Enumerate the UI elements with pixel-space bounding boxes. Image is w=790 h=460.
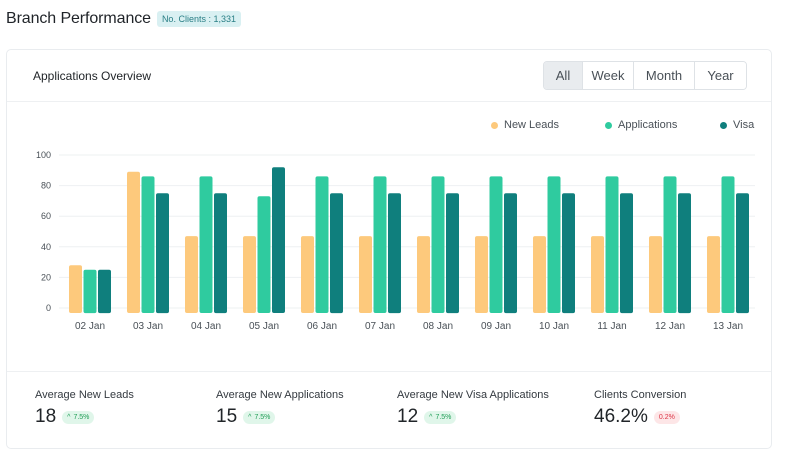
applications-overview-card: Applications Overview All Week Month Yea… [6, 49, 772, 449]
bar-chart: New Leads Applications Visa 0 20 40 60 80 100… [7, 103, 771, 371]
y-tick-label: 0 [46, 303, 51, 313]
range-all-button[interactable]: All [544, 62, 583, 89]
legend-dot-icon [491, 121, 498, 129]
stat-change-badge: ^ 7.5% [62, 410, 95, 424]
bar-visa[interactable] [330, 193, 343, 314]
range-year-button[interactable]: Year [695, 62, 746, 89]
stat-value: 46.2% [594, 406, 648, 427]
y-tick-label: 60 [41, 211, 51, 221]
range-month-button[interactable]: Month [634, 62, 695, 89]
y-tick-label: 100 [36, 150, 51, 160]
x-tick-label: 04 Jan [191, 321, 221, 332]
bar-visa[interactable] [214, 193, 227, 314]
stat-change-badge: ^ 7.5% [424, 410, 457, 424]
chart-plot: 0 20 40 60 80 100 02 Jan 03 Jan 04 Jan 05 Jan 06 J… [36, 150, 755, 332]
stat-value: 18 [35, 406, 57, 427]
legend-visa[interactable]: Visa [720, 119, 754, 131]
stat-new-leads: Average New Leads 18 ^ 7.5% [35, 389, 134, 428]
clients-count-badge: No. Clients : 1,331 [156, 11, 241, 27]
bar-visa[interactable] [446, 193, 459, 314]
bar-applications[interactable] [489, 176, 503, 313]
bar-new-leads[interactable] [533, 236, 546, 313]
bar-new-leads[interactable] [127, 171, 140, 313]
x-tick-label: 07 Jan [365, 321, 395, 332]
y-tick-label: 80 [41, 181, 51, 191]
legend-dot-icon [720, 121, 727, 129]
bar-visa[interactable] [98, 269, 111, 314]
x-tick-label: 08 Jan [423, 321, 453, 332]
stat-change-badge: ^ 7.5% [243, 410, 276, 424]
range-week-button[interactable]: Week [583, 62, 634, 89]
bar-visa[interactable] [620, 193, 633, 314]
bar-visa[interactable] [562, 193, 575, 314]
bar-new-leads[interactable] [69, 265, 82, 313]
bar-applications[interactable] [721, 176, 735, 313]
bar-applications[interactable] [547, 176, 561, 313]
x-tick-label: 03 Jan [133, 321, 163, 332]
stat-value: 12 [397, 406, 419, 427]
bar-visa[interactable] [678, 193, 691, 314]
legend-label: New Leads [504, 119, 560, 131]
x-tick-label: 02 Jan [75, 321, 105, 332]
bar-new-leads[interactable] [301, 236, 314, 313]
stat-new-applications: Average New Applications 15 ^ 7.5% [216, 389, 344, 428]
stats-row: Average New Leads 18 ^ 7.5% Average New A… [7, 371, 771, 449]
bar-applications[interactable] [141, 176, 155, 313]
stat-label: Clients Conversion [594, 389, 687, 401]
x-tick-label: 10 Jan [539, 321, 569, 332]
x-tick-label: 13 Jan [713, 321, 743, 332]
stat-new-visa-applications: Average New Visa Applications 12 ^ 7.5% [397, 389, 549, 428]
bar-new-leads[interactable] [707, 236, 720, 313]
x-tick-label: 05 Jan [249, 321, 279, 332]
bar-applications[interactable] [431, 176, 445, 313]
bar-applications[interactable] [315, 176, 329, 313]
time-range-toggle: All Week Month Year [543, 61, 747, 90]
bar-new-leads[interactable] [243, 236, 256, 313]
bar-applications[interactable] [373, 176, 387, 313]
y-tick-label: 40 [41, 242, 51, 252]
legend-label: Applications [618, 119, 678, 131]
card-title: Applications Overview [33, 69, 152, 83]
bar-visa[interactable] [504, 193, 517, 314]
stat-value: 15 [216, 406, 238, 427]
stat-clients-conversion: Clients Conversion 46.2% 0.2% [594, 389, 686, 428]
x-tick-label: 11 Jan [597, 321, 626, 332]
legend-applications[interactable]: Applications [605, 119, 677, 131]
page-title: Branch Performance [6, 10, 151, 27]
x-tick-label: 06 Jan [307, 321, 337, 332]
card-header: Applications Overview All Week Month Yea… [7, 50, 771, 102]
bar-new-leads[interactable] [417, 236, 430, 313]
x-tick-label: 12 Jan [655, 321, 685, 332]
y-tick-label: 20 [41, 272, 51, 282]
bar-new-leads[interactable] [475, 236, 488, 313]
bar-applications[interactable] [257, 196, 271, 313]
bar-new-leads[interactable] [185, 236, 198, 313]
stat-label: Average New Applications [216, 389, 344, 401]
bar-applications[interactable] [663, 176, 677, 313]
legend-new-leads[interactable]: New Leads [491, 119, 559, 131]
arrow-up-icon: ^ [429, 413, 433, 421]
arrow-up-icon: ^ [248, 413, 252, 421]
bar-new-leads[interactable] [359, 236, 372, 313]
page-header: Branch Performance No. Clients : 1,331 [6, 10, 241, 28]
bar-visa[interactable] [272, 167, 285, 313]
legend-label: Visa [733, 119, 755, 131]
bar-applications[interactable] [199, 176, 213, 313]
bar-new-leads[interactable] [591, 236, 604, 313]
bar-applications[interactable] [605, 176, 619, 313]
stat-label: Average New Visa Applications [397, 389, 549, 401]
stat-change-badge: 0.2% [653, 410, 680, 424]
bar-new-leads[interactable] [649, 236, 662, 313]
x-tick-label: 09 Jan [481, 321, 511, 332]
bar-visa[interactable] [388, 193, 401, 314]
bar-applications[interactable] [83, 269, 97, 314]
bar-visa[interactable] [736, 193, 749, 314]
legend-dot-icon [605, 121, 612, 129]
stat-label: Average New Leads [35, 389, 134, 401]
bar-visa[interactable] [156, 193, 169, 314]
arrow-up-icon: ^ [67, 413, 71, 421]
